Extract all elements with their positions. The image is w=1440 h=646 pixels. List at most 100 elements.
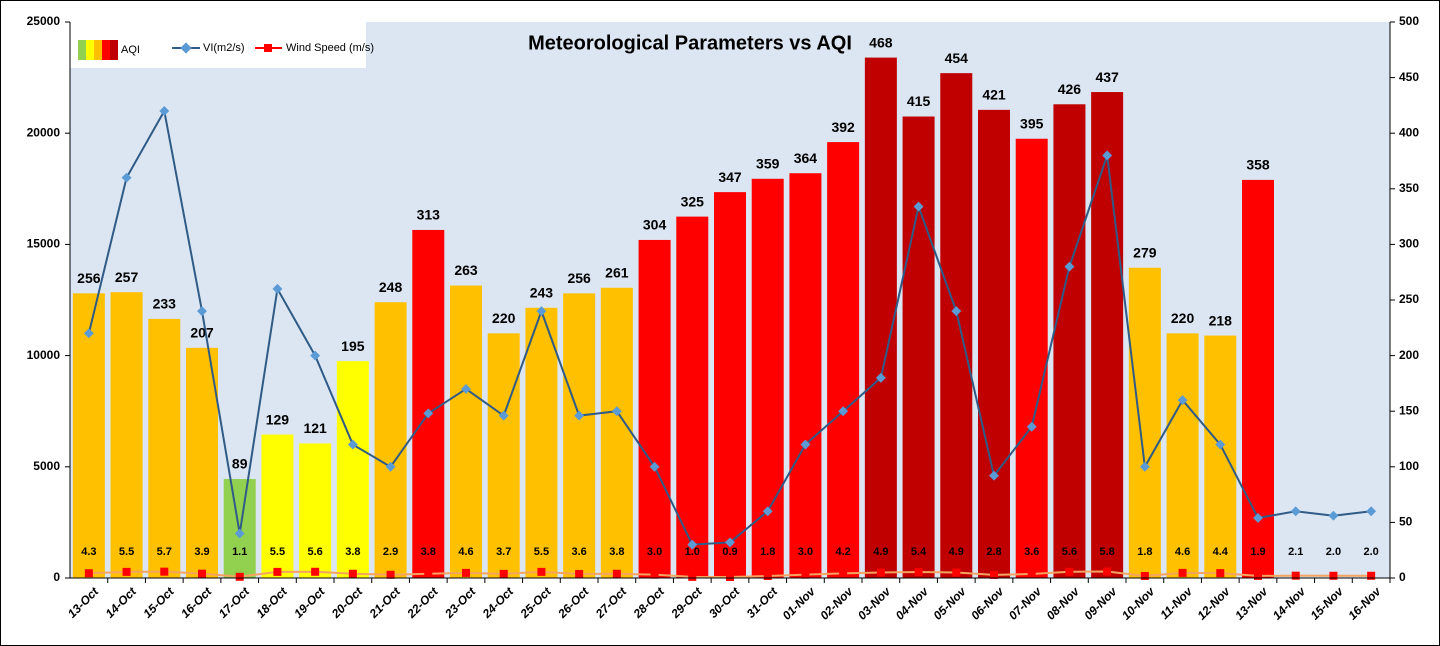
value-label: 1.0 bbox=[685, 546, 700, 558]
bar-label: 279 bbox=[1133, 244, 1157, 260]
marker bbox=[347, 439, 358, 450]
value-label: 3.6 bbox=[1024, 546, 1039, 558]
marker bbox=[1065, 567, 1074, 576]
bar bbox=[864, 57, 897, 579]
bar-label: 195 bbox=[341, 338, 365, 354]
marker bbox=[160, 567, 169, 576]
legend-swatch bbox=[102, 40, 110, 60]
bar-label: 256 bbox=[567, 270, 591, 286]
marker bbox=[763, 571, 772, 580]
y2-tick-label: 250 bbox=[1399, 292, 1419, 306]
bar-label: 395 bbox=[1020, 115, 1044, 131]
marker bbox=[1367, 571, 1376, 580]
bar bbox=[186, 347, 218, 578]
bar-label: 207 bbox=[190, 325, 214, 341]
y-tick-label: 20000 bbox=[27, 125, 61, 139]
value-label: 3.7 bbox=[496, 546, 511, 558]
bar bbox=[374, 302, 407, 578]
marker bbox=[838, 406, 849, 417]
value-label: 3.0 bbox=[798, 546, 813, 558]
bar bbox=[563, 293, 596, 578]
value-label: 2.0 bbox=[1363, 546, 1378, 558]
bar bbox=[110, 292, 143, 578]
y2-tick-label: 150 bbox=[1399, 403, 1419, 417]
bar bbox=[72, 293, 105, 578]
value-label: 5.5 bbox=[119, 546, 134, 558]
value-label: 5.6 bbox=[307, 546, 322, 558]
marker bbox=[725, 537, 735, 548]
value-label: 2.1 bbox=[1288, 546, 1303, 558]
value-label: 1.9 bbox=[1250, 546, 1265, 558]
y2-tick-label: 300 bbox=[1399, 237, 1419, 251]
chart-title: Meteorological Parameters vs AQI bbox=[528, 32, 852, 54]
legend-swatch bbox=[110, 40, 118, 60]
bar bbox=[789, 173, 822, 578]
value-label: 3.8 bbox=[421, 546, 436, 558]
marker bbox=[348, 569, 357, 578]
bar-label: 261 bbox=[605, 264, 629, 280]
legend: AQI VI(m2/s) Wind Speed (m/s) bbox=[70, 22, 374, 68]
marker bbox=[1328, 510, 1339, 521]
value-label: 5.8 bbox=[1099, 546, 1114, 558]
value-label: 1.8 bbox=[760, 546, 775, 558]
bar-label: 121 bbox=[303, 420, 327, 436]
bar-label: 248 bbox=[379, 279, 403, 295]
marker bbox=[1026, 421, 1037, 432]
value-label: 1.8 bbox=[1137, 546, 1152, 558]
y-tick-label: 10000 bbox=[27, 348, 61, 362]
bar-label: 257 bbox=[115, 269, 139, 285]
marker bbox=[575, 569, 584, 578]
marker bbox=[1291, 571, 1300, 580]
marker bbox=[198, 569, 206, 578]
marker bbox=[423, 408, 434, 419]
marker bbox=[1366, 506, 1377, 517]
legend-swatch bbox=[94, 40, 102, 60]
marker bbox=[990, 570, 998, 579]
marker bbox=[1290, 506, 1301, 517]
bar-label: 358 bbox=[1246, 157, 1270, 173]
marker bbox=[385, 461, 396, 472]
marker bbox=[1329, 571, 1338, 580]
marker bbox=[1102, 150, 1113, 161]
value-label: 4.2 bbox=[835, 546, 850, 558]
value-label: 0.9 bbox=[722, 546, 737, 558]
bar-label: 421 bbox=[982, 87, 1006, 103]
bar-label: 347 bbox=[718, 169, 742, 185]
y2-tick-label: 200 bbox=[1399, 348, 1419, 362]
bar-label: 392 bbox=[831, 119, 855, 135]
value-label: 4.9 bbox=[949, 546, 964, 558]
marker bbox=[311, 567, 320, 576]
value-label: 3.0 bbox=[647, 546, 662, 558]
marker bbox=[952, 568, 961, 577]
value-label: 2.0 bbox=[1326, 546, 1341, 558]
bar bbox=[148, 318, 181, 578]
y2-tick-label: 400 bbox=[1399, 125, 1419, 139]
legend-box bbox=[70, 22, 366, 68]
marker bbox=[122, 567, 131, 576]
marker bbox=[875, 372, 886, 383]
marker bbox=[1064, 261, 1075, 272]
y2-tick-label: 350 bbox=[1399, 181, 1419, 195]
y-tick-label: 25000 bbox=[27, 14, 61, 28]
value-label: 4.9 bbox=[873, 546, 888, 558]
marker bbox=[574, 410, 585, 421]
marker bbox=[650, 570, 659, 579]
marker bbox=[1027, 569, 1036, 578]
marker bbox=[1139, 461, 1150, 472]
y2-tick-label: 450 bbox=[1399, 70, 1419, 84]
marker bbox=[762, 506, 773, 517]
bar-label: 243 bbox=[530, 284, 554, 300]
value-label: 3.8 bbox=[345, 546, 360, 558]
marker bbox=[499, 569, 508, 578]
marker bbox=[1177, 395, 1188, 406]
bar bbox=[1242, 179, 1274, 579]
legend-label: Wind Speed (m/s) bbox=[286, 42, 374, 54]
marker bbox=[913, 201, 924, 212]
bar bbox=[412, 229, 445, 578]
bar bbox=[902, 116, 935, 579]
bar bbox=[487, 333, 520, 578]
bar bbox=[827, 142, 860, 578]
bar-label: 313 bbox=[417, 207, 441, 223]
bar bbox=[1128, 267, 1161, 578]
